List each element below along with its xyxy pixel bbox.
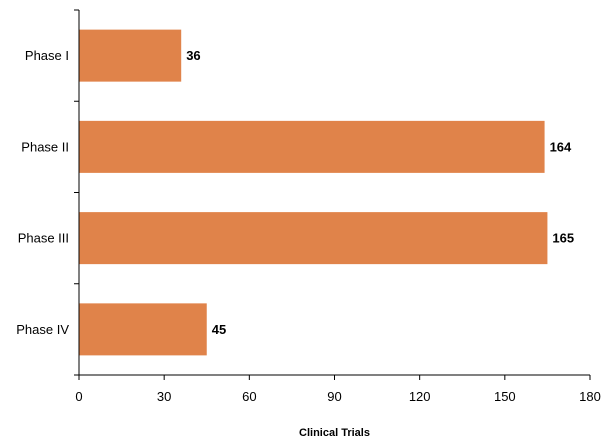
- x-axis-title: Clinical Trials: [299, 427, 370, 439]
- x-tick-label: 60: [242, 389, 256, 404]
- x-tick-label: 0: [75, 389, 82, 404]
- data-label: 165: [552, 231, 574, 246]
- data-label: 45: [212, 322, 226, 337]
- x-tick-label: 30: [157, 389, 171, 404]
- x-axis-ticks: 0 30 60 90 120 150 180: [74, 9, 601, 404]
- category-label: Phase III: [18, 231, 69, 246]
- category-label: Phase IV: [16, 322, 69, 337]
- category-label: Phase II: [21, 139, 69, 154]
- data-labels: 36 164 165 45: [186, 48, 574, 337]
- bar-phase-iv: [79, 303, 207, 356]
- bar-phase-ii: [79, 120, 545, 173]
- data-label: 36: [186, 48, 200, 63]
- data-label: 164: [550, 139, 572, 154]
- category-labels: Phase I Phase II Phase III Phase IV: [16, 48, 69, 337]
- x-tick-label: 120: [409, 389, 431, 404]
- x-tick-label: 150: [494, 389, 516, 404]
- x-tick-label: 90: [327, 389, 341, 404]
- bar-phase-iii: [79, 212, 548, 265]
- x-tick-label: 180: [579, 389, 601, 404]
- bar-phase-i: [79, 29, 182, 82]
- bars-layer: [79, 29, 548, 356]
- category-label: Phase I: [25, 48, 69, 63]
